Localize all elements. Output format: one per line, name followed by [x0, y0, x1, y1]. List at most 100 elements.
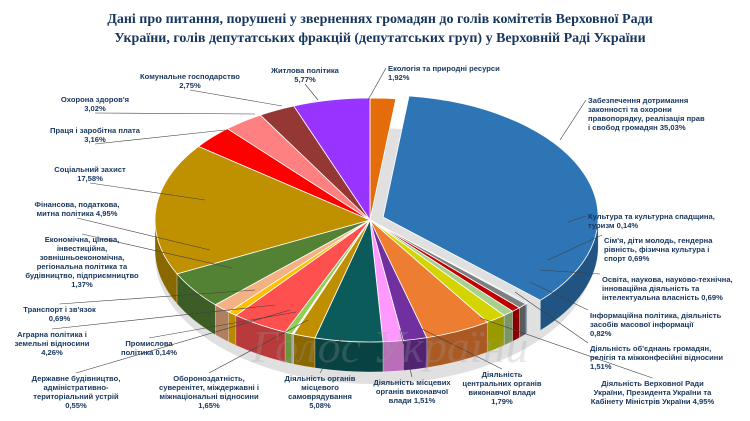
slice-label-s14: Аграрна політика і земельні відносини 4,26… — [2, 330, 102, 357]
slice-label-line: Діяльність об'єднань громадян, — [590, 344, 712, 353]
slice-label-line: Кабінету Міністрів України 4,95% — [590, 397, 715, 406]
watermark-text: Голос України — [251, 321, 529, 372]
slice-label-line: Праця і заробітна плата — [50, 126, 140, 135]
slice-label-line: Комунальне господарство — [140, 72, 240, 81]
slice-label-line: релігія та міжконфесійні відносини — [590, 353, 724, 362]
leader-line-s17 — [76, 217, 211, 251]
slice-label-s0: Екологія та природні ресурси 1,92% — [388, 64, 518, 82]
leader-line-s4 — [539, 269, 601, 275]
slice-label-s1: Забезпечення дотримання законності та охо… — [588, 96, 738, 132]
slice-label-line: міжнаціональні відносини — [159, 392, 259, 401]
slice-label-line: самоврядування — [288, 392, 352, 401]
slice-label-line: зовнішньоекономічна, — [39, 253, 125, 262]
slice-label-value: 1,65% — [198, 401, 220, 410]
slice-label-line: правопорядку, реалізація прав — [588, 114, 705, 123]
slice-label-line: Промислова — [125, 339, 173, 348]
leader-line-s22 — [304, 83, 319, 101]
slice-label-s4: Освіта, наукова, науково-технічна, іннова… — [602, 275, 750, 302]
slice-label-line: суверенітет, міждержавні і — [159, 383, 259, 392]
slice-label-line: земельні відносини — [14, 339, 90, 348]
slice-label-line: інвестиційна, — [56, 244, 108, 253]
slice-label-s9: Діяльність місцевих органів виконавчої вла… — [362, 378, 462, 405]
slice-label-s5: Інформаційна політика, діяльність засобів… — [590, 311, 745, 338]
leader-line-s14 — [51, 304, 276, 330]
slice-label-s10: Діяльність органів місцевого самоврядуванн… — [270, 374, 370, 410]
slice-label-value: 1,92% — [388, 73, 410, 82]
pie-slice-s1 — [382, 95, 599, 301]
slice-label-s8: Діяльність центральних органів виконавчої … — [452, 370, 552, 406]
leader-line-s3 — [547, 234, 603, 261]
leader-line-s11 — [208, 319, 309, 374]
slice-label-value: 3,16% — [84, 135, 106, 144]
slice-label-line: регіональна політика та — [36, 262, 128, 271]
leader-line-s10 — [319, 331, 346, 374]
slice-label-line: Культура та культурна спадщина, — [588, 212, 715, 221]
slice-label-line: Освіта, наукова, науково-технічна, — [602, 275, 733, 284]
slice-label-line: інноваційна діяльність та — [602, 284, 700, 293]
leader-line-s20 — [94, 112, 256, 115]
slice-label-line: Аграрна політика і — [17, 330, 87, 339]
leader-line-s8 — [419, 327, 503, 370]
slice-label-line: Транспорт і зв'язок — [23, 305, 96, 314]
slice-label-s16: Економічна, цінова, інвестиційна, зовнішнь… — [12, 235, 152, 289]
slice-label-line: Екологія та природні ресурси — [388, 64, 500, 73]
leader-line-s13 — [75, 309, 291, 374]
slice-label-line: територіальний устрій — [33, 392, 119, 401]
slice-label-line: і свобод громадян 35,03% — [588, 123, 686, 132]
leader-line-s7 — [479, 317, 653, 379]
slice-label-line: місцевого — [301, 383, 339, 392]
slice-label-value: 1,51% — [590, 362, 612, 371]
slice-label-s18: Соціальний захист 17,58% — [30, 165, 150, 183]
pie-sides — [154, 217, 599, 373]
slice-label-s2: Культура та культурна спадщина, туризм 0,… — [588, 212, 738, 230]
slice-label-s19: Праця і заробітна плата 3,16% — [30, 126, 160, 144]
slice-label-value: 3,02% — [84, 104, 106, 113]
slice-label-line: Фінансова, податкова, — [34, 200, 120, 209]
leader-line-s15 — [59, 289, 256, 305]
slice-label-line: України, Президента України та — [593, 388, 712, 397]
slice-label-line: Обороноздатність, — [173, 374, 245, 383]
slice-label-line: Діяльність — [481, 370, 523, 379]
pie-slice-s18 — [154, 145, 372, 275]
slice-label-line: Інформаційна політика, діяльність — [590, 311, 722, 320]
leader-line-s16 — [81, 233, 233, 269]
slice-label-value: 0,69% — [48, 314, 71, 323]
slice-label-s6: Діяльність об'єднань громадян, релігія та… — [590, 344, 745, 371]
chart-title: Дані про питання, порушені у зверненнях … — [60, 10, 700, 48]
slice-label-s21: Комунальне господарство 2,75% — [125, 72, 255, 90]
slice-label-s22: Житлова політика 5,77% — [255, 66, 355, 84]
slice-label-line: законності та охорони — [588, 105, 672, 114]
leader-line-s2 — [567, 215, 587, 223]
chart-title-line-2: України, голів депутатських фракцій (деп… — [114, 31, 646, 46]
leader-line-s19 — [94, 129, 226, 145]
slice-label-value: 17,58% — [77, 174, 103, 183]
slice-label-s11: Обороноздатність, суверенітет, міждержавн… — [150, 374, 268, 410]
slice-label-value: 4,26% — [41, 348, 63, 357]
slice-label-line: спорт 0,69% — [604, 254, 650, 263]
leader-line-s9 — [399, 329, 413, 378]
pie-slice-s22 — [293, 97, 371, 222]
slice-label-line: інтелектуальна власність 0,69% — [602, 293, 723, 302]
leader-line-s12 — [148, 311, 297, 339]
slice-label-s17: Фінансова, податкова, митна політика 4,95… — [2, 200, 152, 218]
slice-label-value: 1,79% — [491, 397, 513, 406]
slice-label-value: 2,75% — [179, 81, 201, 90]
slice-label-line: Діяльність Верховної Ради — [601, 379, 704, 388]
leader-line-s6 — [514, 291, 589, 344]
slice-label-s13: Державне будівництво, адміністративно-тер… — [16, 374, 136, 410]
chart-title-line-1: Дані про питання, порушені у зверненнях … — [107, 12, 653, 27]
leader-line-s18 — [89, 182, 206, 201]
slice-label-value: 0,82% — [590, 329, 612, 338]
leader-line-s0 — [367, 67, 387, 101]
slice-label-line: Економічна, цінова, — [44, 235, 120, 244]
slice-label-line: Діяльність органів — [284, 374, 356, 383]
slice-label-line: Державне будівництво, — [31, 374, 121, 383]
leader-line-s21 — [189, 89, 283, 107]
slice-label-line: органів виконавчої — [375, 387, 449, 396]
slice-label-line: засобів масової інформації — [590, 320, 694, 329]
slice-label-s7: Діяльність Верховної Ради України, Презид… — [560, 379, 745, 406]
slice-label-line: центральних органів — [462, 379, 542, 388]
slice-label-line: рівність, фізична культура і — [604, 245, 710, 254]
slice-label-line: митна політика 4,95% — [36, 209, 118, 218]
